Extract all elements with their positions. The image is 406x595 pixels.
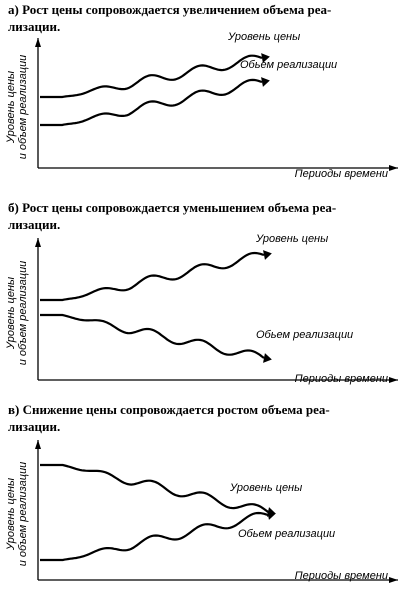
- curve-label: Уровень цены: [227, 31, 300, 43]
- x-axis-label: Периоды времени: [295, 168, 388, 180]
- y-axis-label: и объем реализации: [17, 261, 29, 366]
- y-axis-label: Уровень цены: [5, 277, 17, 350]
- curve-arrow: [261, 53, 270, 63]
- curve-label: Обьем реализации: [238, 528, 335, 540]
- y-axis-label: и объем реализации: [17, 462, 29, 567]
- x-arrow: [389, 577, 398, 583]
- x-axis-label: Периоды времени: [295, 373, 388, 385]
- caption: лизации.: [8, 217, 60, 232]
- curve: [40, 463, 269, 513]
- y-arrow: [35, 238, 41, 247]
- caption: а) Рост цены сопровождается увеличением …: [8, 2, 331, 17]
- x-axis-label: Периоды времени: [295, 570, 388, 582]
- caption: лизации.: [8, 419, 60, 434]
- curve-arrow: [263, 353, 272, 363]
- x-arrow: [389, 377, 398, 383]
- y-axis-label: и объем реализации: [17, 55, 29, 160]
- curve-arrow: [263, 250, 272, 260]
- curve: [40, 54, 263, 99]
- y-axis-label: Уровень цены: [5, 71, 17, 144]
- curve-label: Обьем реализации: [240, 59, 337, 71]
- x-arrow: [389, 165, 398, 171]
- y-arrow: [35, 440, 41, 449]
- caption: лизации.: [8, 19, 60, 34]
- curve-label: Обьем реализации: [256, 329, 353, 341]
- caption: б) Рост цены сопровождается уменьшением …: [8, 200, 336, 215]
- curve: [40, 313, 265, 359]
- curve: [40, 78, 263, 127]
- curve: [40, 511, 269, 562]
- curve: [40, 251, 265, 302]
- curve-arrow: [267, 510, 276, 520]
- curve-arrow: [261, 77, 270, 87]
- curve-label: Уровень цены: [229, 482, 302, 494]
- y-axis-label: Уровень цены: [5, 478, 17, 551]
- curve-label: Уровень цены: [255, 233, 328, 245]
- y-arrow: [35, 38, 41, 47]
- caption: в) Снижение цены сопровождается ростом о…: [8, 402, 330, 417]
